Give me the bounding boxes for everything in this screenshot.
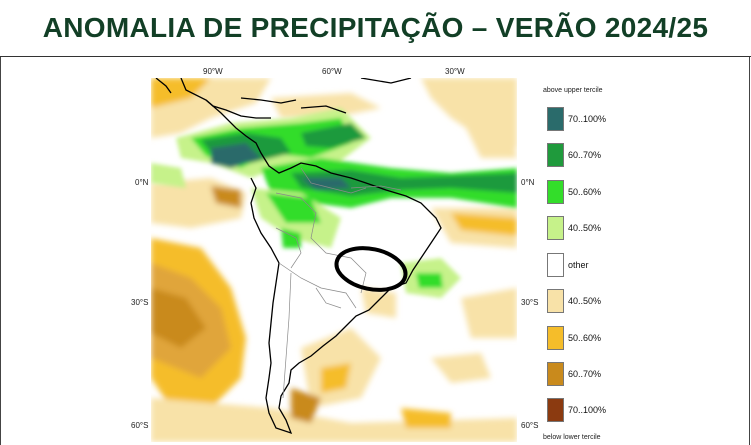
legend-label: 50..60% [568, 333, 602, 343]
precipitation-anomaly-map [151, 78, 517, 442]
lon-label-90w: 90°W [203, 67, 223, 76]
legend-label: 60..70% [568, 369, 602, 379]
lat-label-60s-right: 60°S [521, 421, 539, 430]
legend-swatch [547, 326, 564, 350]
figure-frame [0, 57, 750, 445]
highlight-ellipse [334, 246, 408, 292]
lon-label-30w: 30°W [445, 67, 465, 76]
lat-label-30s-right: 30°S [521, 298, 539, 307]
map-svg [151, 78, 517, 442]
title-divider [0, 56, 751, 57]
legend-swatch [547, 253, 564, 277]
legend-label: 40..50% [568, 296, 602, 306]
legend-label: 50..60% [568, 187, 602, 197]
legend-swatch [547, 143, 564, 167]
legend-swatch [547, 362, 564, 386]
legend-item-wet-50-60: 50..60% [547, 180, 657, 204]
legend-swatch [547, 398, 564, 422]
legend-item-wet-60-70: 60..70% [547, 143, 657, 167]
legend-item-wet-40-50: 40..50% [547, 216, 657, 240]
legend-below-header: below lower tercile [543, 434, 601, 441]
legend-label: other [568, 260, 589, 270]
legend-swatch [547, 180, 564, 204]
legend-label: 70..100% [568, 405, 607, 415]
legend-label: 60..70% [568, 150, 602, 160]
dry-anomaly-areas [151, 78, 517, 442]
lat-label-60s-left: 60°S [131, 421, 149, 430]
legend-above-header: above upper tercile [543, 87, 603, 94]
legend-label: 40..50% [568, 223, 602, 233]
legend-item-other: other [547, 253, 657, 277]
legend-item-wet-70-100: 70..100% [547, 107, 657, 131]
legend-swatch [547, 107, 564, 131]
country-borders [275, 167, 402, 399]
legend-item-dry-50-60: 50..60% [547, 326, 657, 350]
lat-label-eq-left: 0°N [135, 178, 149, 187]
legend-swatch [547, 289, 564, 313]
lon-label-60w: 60°W [322, 67, 342, 76]
legend-item-dry-60-70: 60..70% [547, 362, 657, 386]
coastlines [155, 78, 442, 435]
legend-item-dry-70-100: 70..100% [547, 398, 657, 422]
legend-label: 70..100% [568, 114, 607, 124]
legend-swatch [547, 216, 564, 240]
lat-label-eq-right: 0°N [521, 178, 535, 187]
legend-item-dry-40-50: 40..50% [547, 289, 657, 313]
page-title: ANOMALIA DE PRECIPITAÇÃO – VERÃO 2024/25 [42, 12, 709, 43]
lat-label-30s-left: 30°S [131, 298, 149, 307]
